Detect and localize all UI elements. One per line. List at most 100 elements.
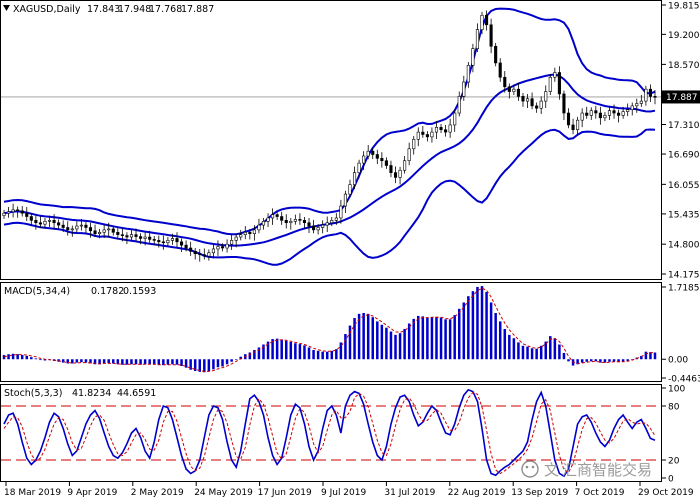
stoch-value-main: 41.8234 — [72, 388, 111, 399]
candle-body — [516, 88, 520, 97]
candle-body — [462, 81, 466, 97]
candle-body — [275, 214, 279, 217]
candle-body — [548, 76, 552, 92]
macd-histogram-bar — [75, 359, 79, 363]
macd-histogram-bar — [11, 353, 15, 360]
candle-body — [566, 112, 571, 126]
time-tick-label: 9 Apr 2019 — [67, 488, 117, 498]
macd-histogram-bar — [448, 319, 452, 360]
candle-body — [585, 112, 589, 116]
candle-body — [594, 110, 598, 114]
macd-histogram-bar — [280, 339, 283, 360]
candle-body — [648, 88, 652, 97]
macd-histogram-bar — [444, 319, 447, 360]
open-value: 17.843 — [87, 4, 120, 15]
macd-histogram-bar — [130, 359, 133, 365]
candle-body — [116, 231, 120, 235]
macd-signal-line — [3, 287, 656, 372]
bollinger-middle-band — [3, 73, 656, 247]
candle-body — [170, 238, 174, 241]
macd-histogram-bar — [298, 344, 302, 360]
symbol-label: XAGUSD,Daily — [13, 4, 81, 15]
candle-body — [25, 212, 29, 217]
macd-histogram-bar — [508, 334, 511, 360]
candle-body — [412, 138, 416, 150]
macd-histogram-bar — [494, 312, 497, 360]
macd-histogram-bar — [34, 358, 38, 360]
macd-histogram-bar — [112, 359, 115, 364]
macd-histogram-bar — [271, 339, 274, 360]
candle-body — [257, 224, 261, 231]
candle-body — [234, 236, 238, 241]
time-tick-label: 29 Oct 2019 — [638, 488, 694, 498]
macd-histogram-bar — [80, 359, 83, 363]
macd-histogram-bar — [435, 316, 438, 360]
macd-histogram-bar — [30, 357, 33, 360]
candle-body — [630, 105, 634, 110]
time-tick-label: 17 Jun 2019 — [258, 488, 312, 498]
macd-histogram-bar — [230, 359, 233, 362]
candle-body — [448, 124, 452, 133]
macd-histogram-bar — [166, 359, 170, 365]
candle-body — [321, 224, 325, 228]
candle-body — [43, 220, 47, 225]
time-tick-label: 2 May 2019 — [131, 488, 184, 498]
macd-histogram-bar — [562, 352, 566, 360]
candle-body — [202, 254, 206, 257]
panel-frames — [0, 0, 662, 482]
candle-body — [243, 231, 247, 235]
macd-histogram-bar — [530, 348, 534, 360]
candle-body — [284, 220, 288, 224]
macd-histogram-bar — [2, 355, 6, 360]
current-price-value: 17.887 — [666, 93, 698, 103]
candle-body — [61, 224, 65, 228]
bollinger-upper-band — [3, 7, 656, 236]
macd-histogram-bar — [362, 312, 365, 360]
macd-histogram-bar — [139, 359, 142, 365]
macd-histogram-bar — [180, 359, 183, 366]
candle-body — [612, 110, 616, 114]
macd-histogram-bar — [553, 338, 557, 360]
macd-histogram-bar — [184, 359, 188, 368]
macd-histogram-bar — [385, 327, 388, 360]
macd-histogram-bar — [193, 359, 197, 372]
macd-histogram-bar — [344, 334, 347, 360]
macd-histogram-bar — [39, 359, 42, 361]
current-price-tag: 17.887 — [662, 90, 700, 104]
candle-body — [316, 227, 320, 231]
candle-body — [553, 72, 557, 78]
macd-histogram-bar — [257, 347, 261, 360]
candle-body — [98, 231, 102, 234]
candle-body — [475, 29, 480, 49]
stoch-label: Stoch(5,3,3) — [4, 388, 62, 399]
macd-histogram-bar — [603, 359, 607, 363]
candle-body — [198, 253, 202, 255]
candle-body — [11, 209, 15, 213]
macd-histogram-bar — [212, 359, 215, 370]
macd-histogram-bar — [462, 302, 466, 360]
candle-body — [375, 154, 379, 159]
macd-tick-label: -0.4463 — [668, 375, 700, 385]
macd-histogram-bar — [567, 359, 570, 362]
macd-histogram-bar — [517, 342, 520, 360]
candle-body — [362, 155, 366, 164]
price-panel-frame — [0, 0, 662, 280]
candle-body — [334, 217, 338, 221]
candle-body — [70, 228, 74, 231]
macd-histogram-bar — [489, 302, 493, 360]
candle-body — [166, 240, 170, 244]
candle-body — [220, 246, 225, 249]
candle-body — [20, 210, 24, 214]
candle-body — [403, 160, 407, 171]
time-tick-label: 24 May 2019 — [194, 488, 253, 498]
macd-histogram-bar — [84, 359, 88, 363]
macd-histogram-bar — [125, 359, 129, 365]
candle-body — [93, 230, 97, 234]
candle-body — [157, 240, 161, 243]
candle-body — [57, 222, 61, 226]
candle-body — [134, 234, 138, 237]
macd-histogram-bar — [380, 324, 384, 360]
macd-histogram-bar — [403, 328, 406, 360]
candle-body — [639, 100, 643, 104]
